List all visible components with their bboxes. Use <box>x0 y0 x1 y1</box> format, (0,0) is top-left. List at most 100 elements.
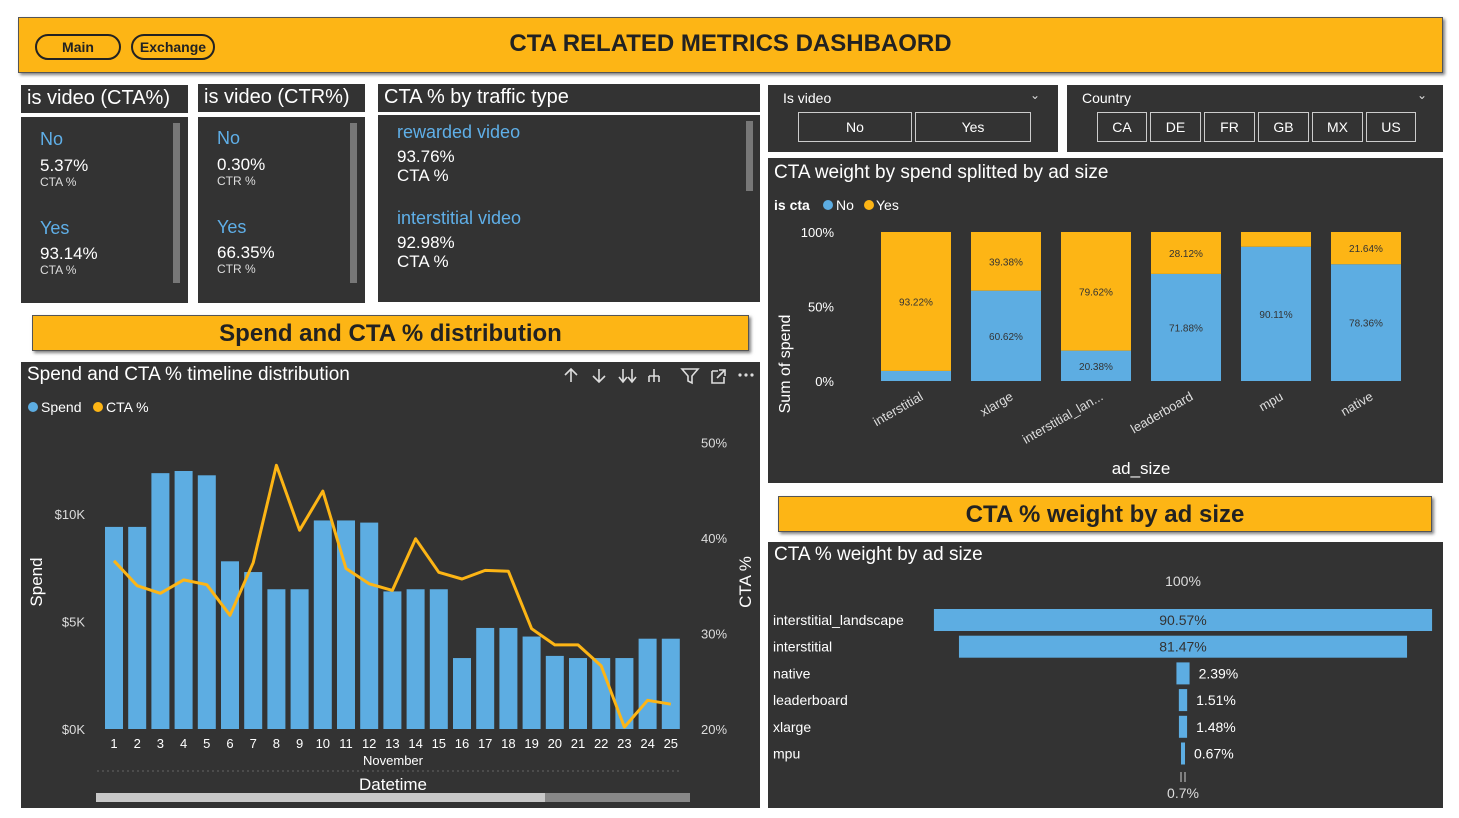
timeline-combo-chart: Spend and CTA % timeline distribution Sp… <box>27 364 755 802</box>
timeline-x-tick-label: 14 <box>408 736 422 751</box>
kpi-ctr-yes-label: Yes <box>217 217 247 237</box>
stacked-x-tick-label: interstitial_lan... <box>1020 389 1106 447</box>
kpi-cta-card: No 5.37% CTA % Yes 93.14% CTA % <box>21 117 188 303</box>
exchange-nav-button[interactable]: Exchange <box>131 34 215 60</box>
timeline-chart-panel: Spend and CTA % timeline distribution Sp… <box>21 362 760 808</box>
timeline-xlabel: Datetime <box>359 775 427 794</box>
legend-cta-marker <box>93 402 103 412</box>
stacked-data-label-no: 78.36% <box>1349 319 1383 330</box>
timeline-y2-tick-label: 50% <box>701 435 727 450</box>
country-option-gb[interactable]: GB <box>1258 112 1309 142</box>
country-option-us[interactable]: US <box>1366 112 1416 142</box>
timeline-y-tick-label: $10K <box>55 507 86 522</box>
kpi-traffic-scrollbar[interactable] <box>746 121 753 191</box>
visual-toolbar <box>564 367 754 385</box>
kpi-traffic-interstitial-sub: CTA % <box>397 252 449 271</box>
timeline-x-tick-label: 17 <box>478 736 492 751</box>
country-option-fr[interactable]: FR <box>1204 112 1255 142</box>
kpi-cta-no-sub: CTA % <box>40 175 77 189</box>
funnel-category-label: interstitial_landscape <box>773 612 904 628</box>
spend-bar <box>244 572 263 729</box>
is-video-option-yes[interactable]: Yes <box>915 112 1031 142</box>
spend-bar <box>661 638 680 729</box>
is-video-chevron-down-icon[interactable]: ⌄ <box>1030 88 1041 102</box>
legend-spend-marker <box>28 402 38 412</box>
country-chevron-down-icon[interactable]: ⌄ <box>1417 88 1428 102</box>
more-options-icon[interactable] <box>738 373 754 377</box>
stacked-x-tick-label: mpu <box>1256 389 1285 415</box>
timeline-x-tick-label: 11 <box>339 736 353 751</box>
kpi-ctr-no-sub: CTR % <box>217 174 256 188</box>
timeline-x-tick-label: 9 <box>296 736 303 751</box>
kpi-traffic-title: CTA % by traffic type <box>378 84 760 112</box>
stacked-chart-panel: CTA weight by spend splitted by ad size … <box>768 158 1443 483</box>
stacked-chart-title: CTA weight by spend splitted by ad size <box>774 162 1108 183</box>
cta-line <box>112 463 672 729</box>
timeline-x-tick-label: 25 <box>664 736 678 751</box>
spend-bar <box>638 638 657 729</box>
spend-bar <box>128 526 147 729</box>
country-option-ca[interactable]: CA <box>1097 112 1147 142</box>
funnel-bar <box>1178 715 1188 738</box>
filter-icon[interactable] <box>680 368 700 385</box>
stacked-legend-title: is cta <box>774 197 810 213</box>
kpi-ctr-no-label: No <box>217 128 241 148</box>
timeline-x-tick-label: 12 <box>362 736 376 751</box>
timeline-scrollbar-thumb[interactable] <box>96 793 545 802</box>
funnel-category-label: xlarge <box>773 719 811 735</box>
timeline-x-tick-label: 19 <box>524 736 538 751</box>
kpi-traffic-rewarded-sub: CTA % <box>397 166 449 185</box>
kpi-traffic-rewarded-label: rewarded video <box>397 122 521 142</box>
stacked-data-label-yes: 28.12% <box>1169 249 1203 260</box>
stacked-data-label-yes: 39.38% <box>989 257 1023 268</box>
stacked-data-label-yes: 93.22% <box>899 297 933 308</box>
kpi-ctr-yes-value: 66.35% <box>217 243 275 262</box>
expand-hierarchy-icon[interactable] <box>648 369 660 382</box>
spend-bar <box>151 473 170 729</box>
timeline-y-tick-label: $0K <box>62 722 85 737</box>
legend-yes-label: Yes <box>876 197 899 213</box>
kpi-cta-yes-label: Yes <box>40 218 70 238</box>
kpi-cta-scrollbar[interactable] <box>173 123 180 283</box>
spend-bar <box>499 627 518 729</box>
funnel-data-label: 1.48% <box>1196 719 1236 735</box>
funnel-bar <box>1178 689 1188 712</box>
funnel-data-label: 90.57% <box>1159 612 1206 628</box>
timeline-x-tick-label: 5 <box>203 736 210 751</box>
country-option-mx[interactable]: MX <box>1312 112 1363 142</box>
drill-up-icon[interactable] <box>564 367 578 382</box>
stacked-data-label-yes: 79.62% <box>1079 287 1113 298</box>
timeline-y2-tick-label: 30% <box>701 626 727 641</box>
legend-cta-label: CTA % <box>106 399 149 415</box>
expand-next-level-icon[interactable] <box>618 369 637 384</box>
timeline-chart-title: Spend and CTA % timeline distribution <box>27 364 350 385</box>
spend-bar <box>174 471 193 729</box>
spend-bar <box>522 636 541 729</box>
main-nav-button[interactable]: Main <box>35 34 121 60</box>
kpi-ctr-scrollbar[interactable] <box>350 123 357 283</box>
kpi-traffic-card: rewarded video 93.76% CTA % interstitial… <box>378 115 760 302</box>
spend-bar <box>105 526 123 729</box>
legend-no-label: No <box>836 197 854 213</box>
spend-bar <box>360 522 379 729</box>
spend-bar <box>406 589 425 729</box>
stacked-xlabel: ad_size <box>1112 459 1171 478</box>
funnel-bar <box>933 609 1433 631</box>
timeline-x-tick-label: 24 <box>640 736 654 751</box>
focus-mode-icon[interactable] <box>711 369 726 384</box>
funnel-category-label: native <box>773 665 811 681</box>
funnel-data-label: 81.47% <box>1159 639 1206 655</box>
stacked-bar-no <box>1151 273 1221 381</box>
is-video-option-no[interactable]: No <box>798 112 912 142</box>
stacked-data-label-no: 60.62% <box>989 332 1023 343</box>
drill-down-icon[interactable] <box>592 369 606 384</box>
timeline-x-tick-label: 15 <box>432 736 446 751</box>
kpi-ctr-title: is video (CTR%) <box>198 84 365 112</box>
timeline-x-tick-label: 3 <box>157 736 164 751</box>
funnel-top-label: 100% <box>1165 573 1201 589</box>
country-option-de[interactable]: DE <box>1150 112 1201 142</box>
stacked-ylabel: Sum of spend <box>777 315 794 414</box>
timeline-x-tick-label: 2 <box>134 736 141 751</box>
funnel-bar <box>1176 662 1190 685</box>
kpi-traffic-interstitial-value: 92.98% <box>397 233 455 252</box>
